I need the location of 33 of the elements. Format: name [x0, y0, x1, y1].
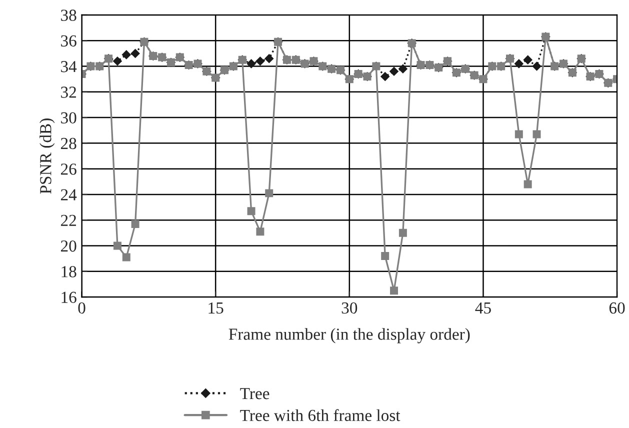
point	[398, 64, 408, 74]
y-tick-label: 30	[61, 112, 76, 124]
y-tick-label: 32	[61, 86, 76, 98]
point	[514, 59, 524, 68]
point	[246, 59, 256, 68]
y-tick-label: 38	[61, 10, 76, 21]
x-tick-label: 45	[475, 302, 491, 314]
y-tick-label: 24	[60, 189, 77, 200]
legend-label: Tree with 6th frame lost	[240, 409, 400, 422]
point	[256, 56, 265, 66]
x-tick-label: 30	[342, 302, 358, 314]
y-tick-label: 28	[60, 138, 76, 150]
x-tick-label: 0	[78, 302, 86, 314]
y-tick-label: 22	[60, 214, 76, 226]
point	[113, 56, 122, 66]
y-tick-label: 18	[62, 266, 76, 278]
point	[380, 72, 390, 81]
y-axis-title: PSNR (dB)	[40, 118, 55, 194]
x-tick-label: 60	[609, 302, 625, 314]
x-axis-title: Frame number (in the display order)	[228, 328, 470, 344]
point	[532, 62, 542, 71]
point	[390, 66, 398, 76]
point	[523, 55, 532, 64]
y-tick-label: 16	[62, 292, 76, 303]
point	[130, 48, 140, 58]
y-tick-label: 26	[60, 164, 76, 175]
point	[122, 50, 131, 60]
y-tick-label: 34	[61, 61, 77, 72]
y-tick-label: 36	[61, 35, 76, 47]
point	[264, 54, 274, 64]
x-tick-label: 15	[208, 302, 224, 314]
legend-label: Tree	[240, 388, 270, 400]
y-tick-label: 20	[60, 240, 76, 252]
